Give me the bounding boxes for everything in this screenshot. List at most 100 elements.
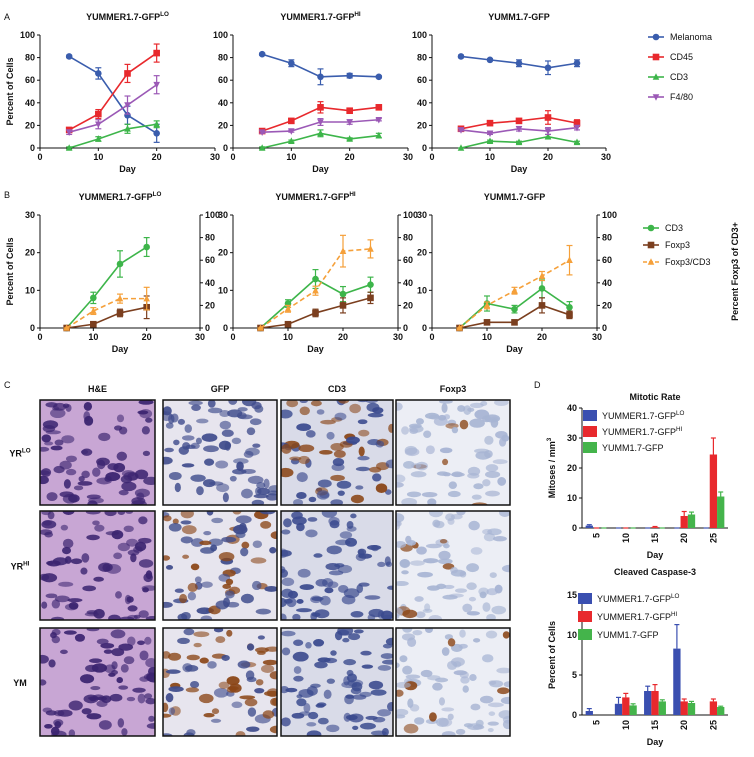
bar (709, 454, 718, 528)
nucleus (116, 677, 123, 684)
nucleus (457, 405, 466, 412)
nucleus (311, 596, 324, 601)
chart-title: Mitotic Rate (629, 392, 680, 402)
marker (515, 125, 523, 133)
nucleus (235, 731, 246, 736)
nucleus (488, 711, 496, 716)
marker (258, 129, 266, 136)
nucleus (177, 637, 190, 645)
micrograph-frame (280, 627, 394, 737)
nucleus (402, 665, 413, 675)
nucleus (289, 456, 302, 461)
nucleus (421, 491, 438, 498)
marker (124, 70, 131, 77)
x-tick-label: 10 (88, 332, 98, 342)
chart-title-sup: HI (354, 11, 361, 18)
nucleus (489, 572, 497, 578)
chart-title-main: Cleaved Caspase-3 (614, 567, 696, 577)
nucleus (286, 400, 299, 408)
column-header: Foxp3 (440, 384, 467, 394)
nucleus (292, 498, 304, 505)
marker (486, 137, 494, 145)
marker (573, 124, 581, 132)
nucleus (44, 531, 54, 538)
x-axis-label: Day (647, 550, 664, 560)
nucleus (425, 543, 442, 549)
nucleus (380, 653, 393, 660)
nucleus (496, 667, 510, 674)
nucleus (475, 451, 491, 460)
nucleus (62, 511, 75, 515)
nucleus (350, 610, 364, 618)
nucleus (485, 630, 498, 639)
nucleus (184, 424, 192, 433)
nucleus (201, 433, 218, 442)
legend-swatch (578, 593, 592, 604)
nucleus (41, 520, 57, 529)
nucleus (40, 446, 50, 452)
nucleus (494, 400, 509, 407)
nucleus (68, 700, 83, 711)
chart-title: Cleaved Caspase-3 (614, 567, 696, 577)
nucleus (241, 488, 253, 499)
nucleus (441, 647, 450, 656)
nucleus (59, 460, 72, 470)
nucleus (204, 458, 215, 466)
nucleus (296, 472, 308, 483)
nucleus (355, 485, 364, 490)
nucleus (479, 591, 487, 599)
nucleus (173, 439, 180, 446)
chart-title-sup: LO (160, 11, 169, 18)
y-axis-label: Percent of Cells (5, 57, 15, 125)
nucleus (211, 517, 224, 524)
nucleus (468, 596, 477, 602)
error-bar (718, 491, 724, 497)
y2-tick-label: 0 (602, 323, 607, 333)
y2-tick-label: 80 (205, 233, 215, 243)
nucleus (423, 558, 439, 564)
legend-label-main: YUMM1.7-GFP (602, 443, 664, 453)
marker (486, 56, 494, 64)
y2-tick-label: 100 (403, 210, 418, 220)
nucleus (145, 616, 155, 620)
nucleus (194, 576, 202, 584)
nucleus (178, 446, 189, 455)
nucleus (104, 511, 117, 517)
nucleus (296, 491, 307, 499)
marker (284, 304, 292, 312)
nucleus (359, 691, 372, 697)
nucleus (200, 547, 215, 554)
nucleus (346, 526, 357, 532)
row-label: YRHI (11, 561, 30, 572)
nucleus (462, 603, 473, 613)
nucleus (396, 689, 404, 697)
nucleus (471, 494, 482, 500)
nucleus (181, 463, 195, 468)
nucleus (257, 487, 270, 495)
y-tick-label: 20 (25, 248, 35, 258)
error-bar (710, 698, 716, 702)
micrograph-frame (280, 399, 394, 506)
nucleus (233, 524, 248, 535)
marker (367, 281, 374, 288)
nucleus (269, 671, 277, 680)
nucleus (215, 460, 229, 469)
column-header: GFP (211, 384, 230, 394)
x-tick-label: 0 (37, 332, 42, 342)
nucleus (45, 593, 58, 599)
nucleus (484, 435, 494, 445)
legend-label-main: YUMMER1.7-GFP (597, 594, 671, 604)
bar (614, 703, 623, 715)
nucleus (190, 680, 200, 689)
micrograph (40, 400, 155, 505)
nucleus (92, 467, 101, 477)
nucleus (313, 638, 325, 647)
micrograph-frame (280, 510, 394, 621)
nucleus (218, 681, 230, 689)
nucleus (368, 680, 384, 690)
marker (90, 320, 97, 328)
nucleus (200, 615, 213, 620)
x-tick-label: 10 (621, 720, 631, 730)
marker (375, 104, 383, 111)
y2-tick-label: 40 (403, 278, 413, 288)
